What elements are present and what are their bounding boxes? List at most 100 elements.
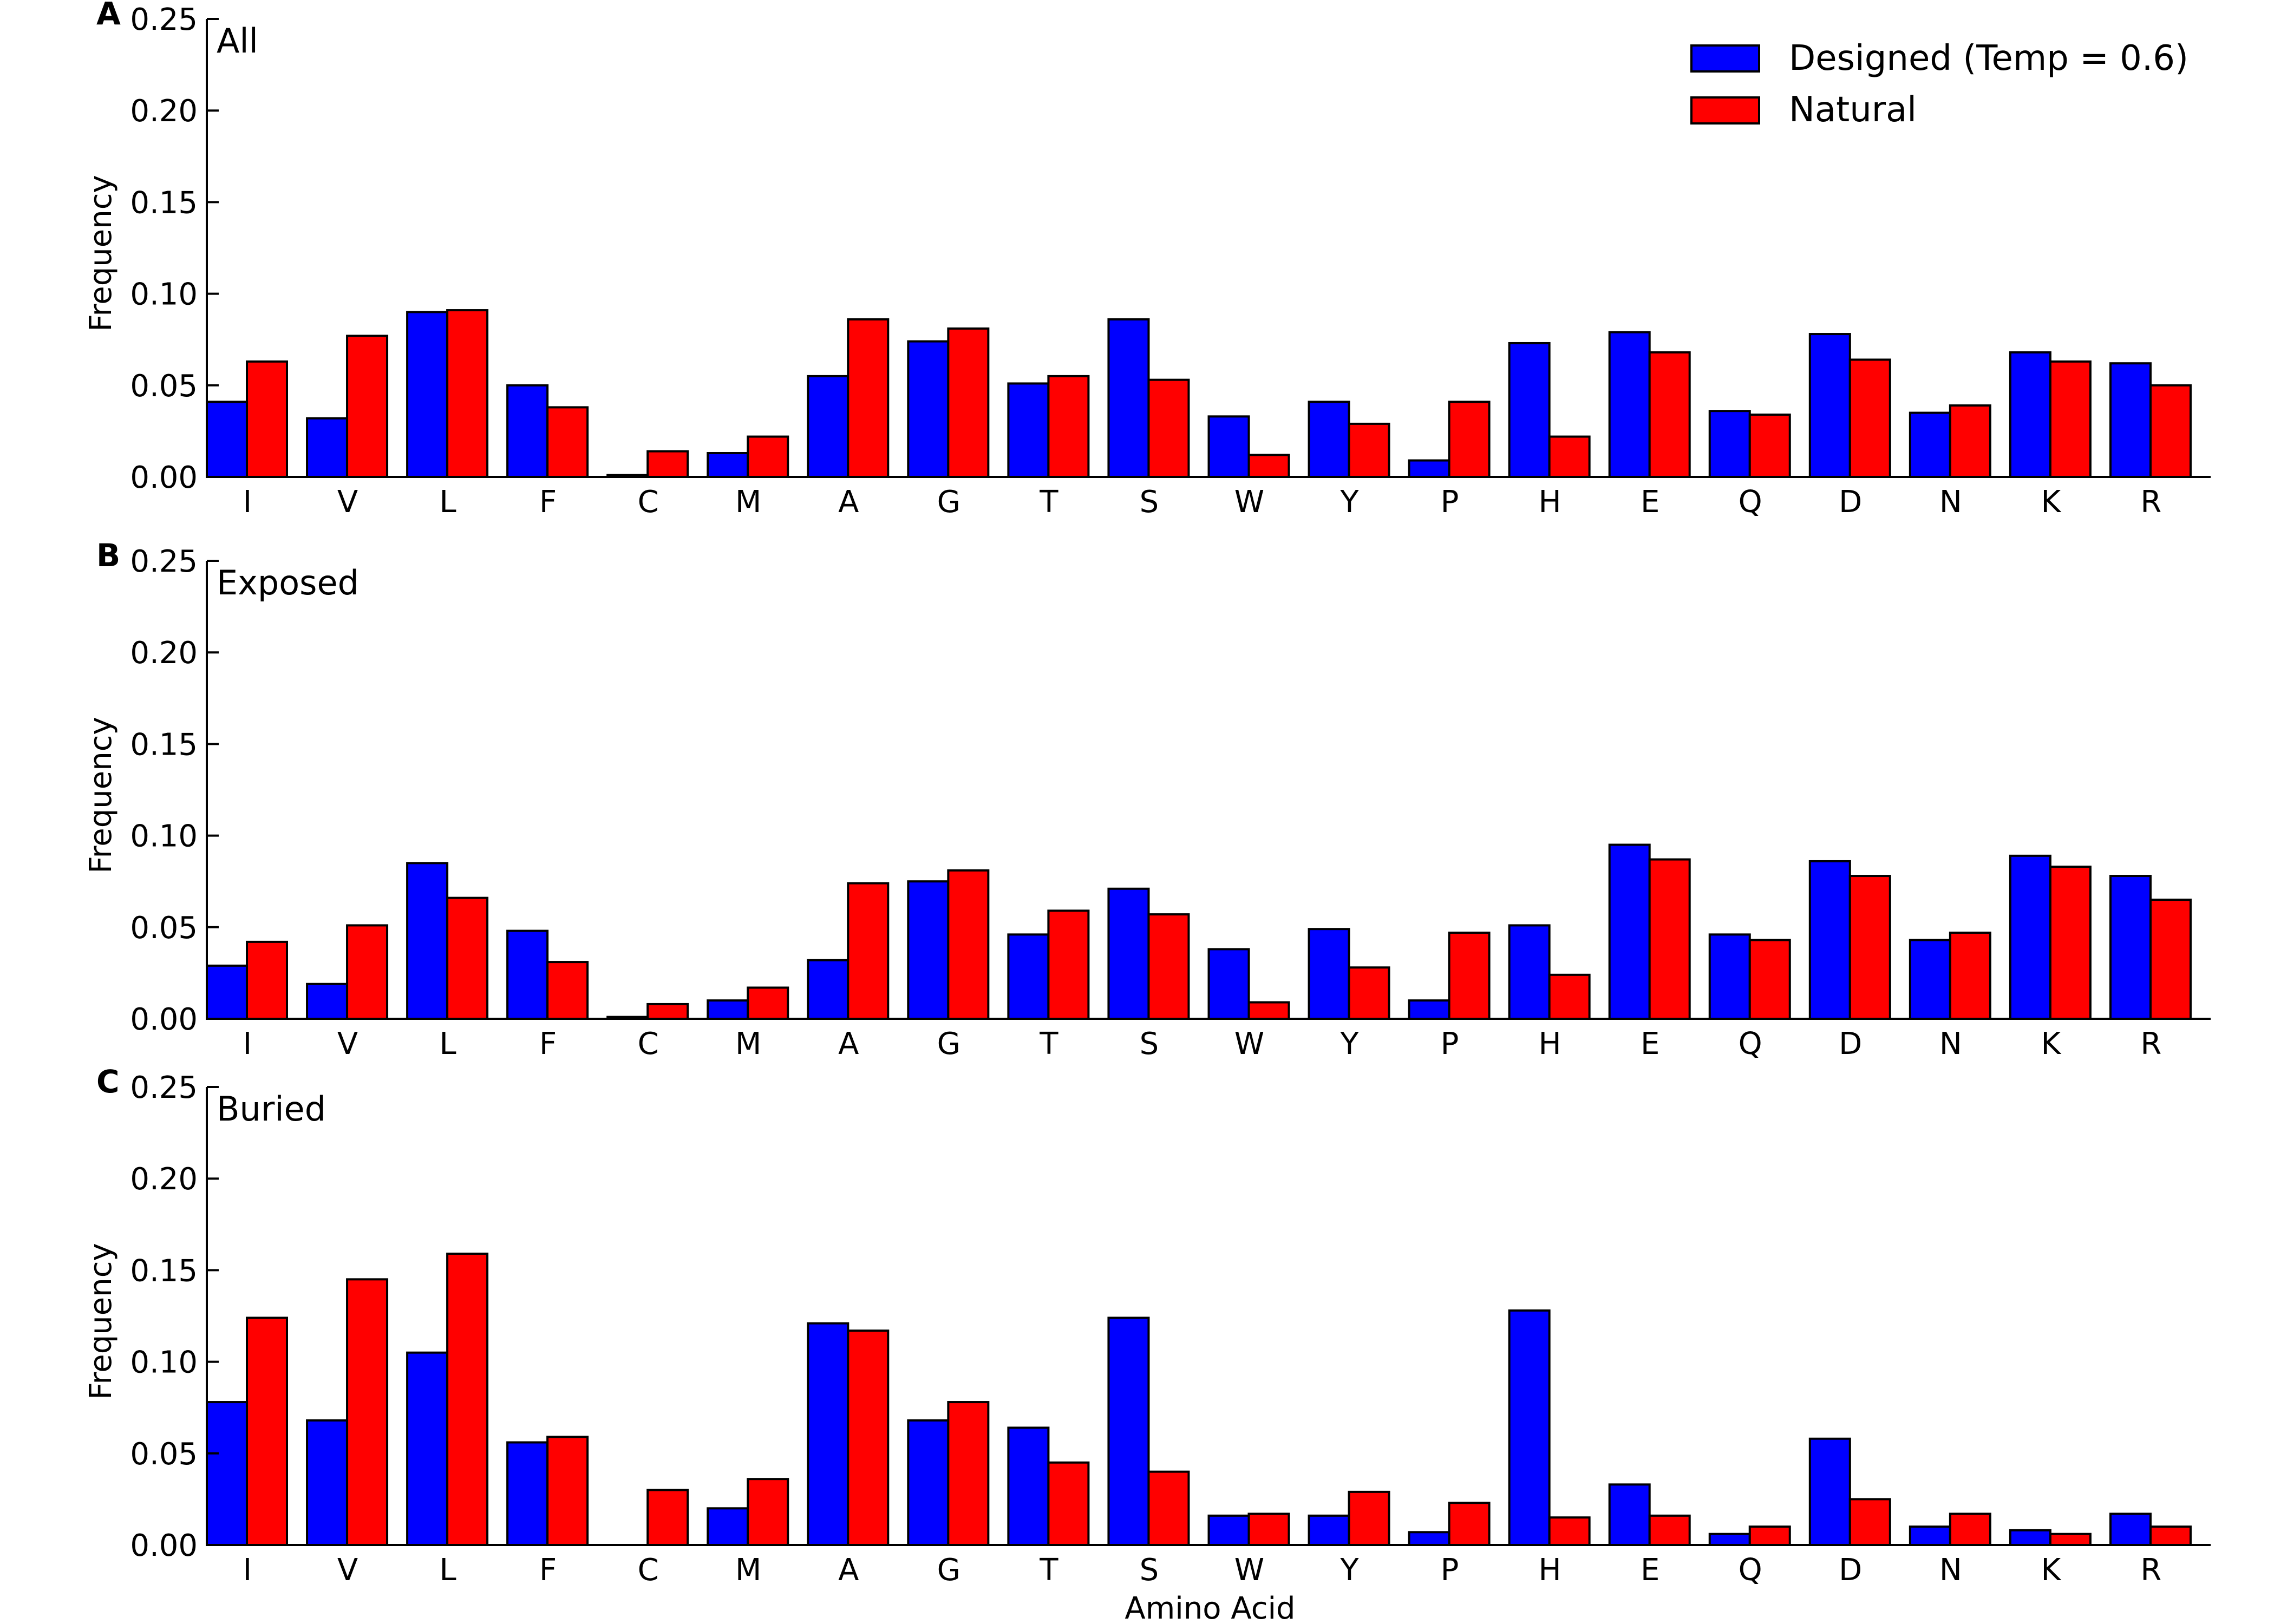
x-tick-label-G: G xyxy=(937,1026,960,1062)
designed-bar-T xyxy=(1007,382,1050,479)
natural-bar-Y xyxy=(1348,1490,1390,1547)
natural-bar-E xyxy=(1648,858,1691,1020)
designed-bar-P xyxy=(1408,999,1450,1020)
x-tick-label-N: N xyxy=(1939,484,1962,520)
designed-bar-K xyxy=(2009,351,2051,478)
natural-bar-K xyxy=(2049,1533,2092,1547)
x-tick-label-T: T xyxy=(1039,1026,1058,1062)
x-tick-label-N: N xyxy=(1939,1553,1962,1588)
designed-bar-F xyxy=(506,1441,549,1547)
x-tick-label-C: C xyxy=(638,1026,659,1062)
y-tick-label: 0.25 xyxy=(130,544,198,579)
designed-bar-N xyxy=(1909,411,1951,478)
x-tick-label-K: K xyxy=(2041,484,2061,520)
panel-title: Exposed xyxy=(217,563,359,603)
designed-bar-R xyxy=(2109,1512,2152,1546)
panel-title: Buried xyxy=(217,1089,326,1129)
designed-bar-A xyxy=(807,959,850,1020)
designed-bar-N xyxy=(1909,939,1951,1020)
y-tick-label: 0.10 xyxy=(130,277,198,312)
x-tick-label-G: G xyxy=(937,484,960,520)
designed-bar-E xyxy=(1608,843,1651,1020)
natural-bar-V xyxy=(346,924,389,1020)
chart-panels: 0.00 0.05 0.10 0.15 0.20 0.25 I V L F C M A G T S W Y P H E Q… xyxy=(83,0,2211,1588)
x-tick-label-E: E xyxy=(1641,484,1659,520)
designed-bar-T xyxy=(1007,933,1050,1020)
natural-bar-G xyxy=(947,869,990,1020)
x-tick-label-W: W xyxy=(1234,1026,1264,1062)
designed-bar-F xyxy=(506,929,549,1020)
x-tick-label-Q: Q xyxy=(1739,1026,1762,1062)
legend-label-designed: Designed (Temp = 0.6) xyxy=(1789,38,2188,78)
designed-bar-H xyxy=(1508,924,1551,1020)
x-tick-label-M: M xyxy=(735,484,761,520)
designed-bar-K xyxy=(2009,1529,2051,1546)
natural-bar-W xyxy=(1247,1001,1290,1020)
designed-bar-V xyxy=(306,417,349,478)
designed-bar-I xyxy=(206,964,248,1020)
natural-bar-C xyxy=(646,450,689,479)
natural-bar-P xyxy=(1448,401,1491,478)
panel-letter: A xyxy=(96,0,121,32)
natural-bar-K xyxy=(2049,866,2092,1020)
x-tick-label-Y: Y xyxy=(1339,1026,1359,1062)
panel-letter: B xyxy=(96,537,120,574)
x-tick-label-K: K xyxy=(2041,1026,2061,1062)
natural-bar-P xyxy=(1448,1502,1491,1546)
designed-bar-N xyxy=(1909,1525,1951,1546)
x-tick-label-W: W xyxy=(1234,1553,1264,1588)
x-tick-label-T: T xyxy=(1039,484,1058,520)
natural-bar-M xyxy=(747,1478,789,1547)
x-tick-label-F: F xyxy=(539,484,557,520)
x-axis-label: Amino Acid xyxy=(1125,1591,1295,1624)
designed-bar-L xyxy=(406,1351,449,1546)
x-tick-label-Y: Y xyxy=(1339,484,1359,520)
y-tick-label: 0.05 xyxy=(130,911,198,946)
designed-bar-W xyxy=(1207,1514,1250,1546)
designed-bar-K xyxy=(2009,854,2051,1020)
y-tick-label: 0.10 xyxy=(130,1345,198,1380)
x-tick-label-L: L xyxy=(439,484,456,520)
x-tick-label-Q: Q xyxy=(1739,1553,1762,1588)
natural-bar-L xyxy=(446,309,489,479)
x-tick-label-Y: Y xyxy=(1339,1553,1359,1588)
y-axis-label: Frequency xyxy=(83,717,119,873)
natural-bar-K xyxy=(2049,360,2092,478)
x-tick-label-I: I xyxy=(243,1026,252,1062)
natural-bar-Q xyxy=(1748,1525,1791,1546)
designed-bar-V xyxy=(306,983,349,1020)
y-tick-label: 0.25 xyxy=(130,2,198,37)
natural-bar-P xyxy=(1448,931,1491,1020)
natural-bar-F xyxy=(546,1436,589,1546)
natural-bar-A xyxy=(847,318,890,478)
y-axis-label: Frequency xyxy=(83,1243,119,1399)
legend-swatch-designed xyxy=(1690,44,1760,73)
designed-bar-L xyxy=(406,311,449,478)
natural-bar-H xyxy=(1548,435,1591,478)
designed-bar-W xyxy=(1207,415,1250,478)
x-tick-label-D: D xyxy=(1839,1026,1862,1062)
natural-bar-E xyxy=(1648,351,1691,478)
x-tick-label-G: G xyxy=(937,1553,960,1588)
y-tick-label: 0.15 xyxy=(130,1253,198,1288)
x-tick-label-S: S xyxy=(1140,1026,1159,1062)
designed-bar-Q xyxy=(1708,410,1751,479)
natural-bar-S xyxy=(1147,913,1190,1020)
x-tick-label-R: R xyxy=(2140,1553,2161,1588)
natural-bar-T xyxy=(1047,1461,1090,1546)
x-tick-label-S: S xyxy=(1140,1553,1159,1588)
x-tick-label-A: A xyxy=(838,1026,859,1062)
x-tick-label-I: I xyxy=(243,1553,252,1588)
natural-bar-W xyxy=(1247,1512,1290,1546)
designed-bar-Q xyxy=(1708,1533,1751,1547)
designed-bar-Q xyxy=(1708,933,1751,1020)
natural-bar-Q xyxy=(1748,413,1791,478)
x-tick-label-N: N xyxy=(1939,1026,1962,1062)
x-tick-label-E: E xyxy=(1641,1026,1659,1062)
x-tick-label-C: C xyxy=(638,1553,659,1588)
y-tick-label: 0.15 xyxy=(130,727,198,762)
designed-bar-V xyxy=(306,1419,349,1546)
chart-panel-B: 0.00 0.05 0.10 0.15 0.20 0.25 I V L F C M A G T S W Y P H E Q… xyxy=(83,537,2211,1062)
y-tick-label: 0.20 xyxy=(130,1162,198,1197)
x-tick-label-Q: Q xyxy=(1739,484,1762,520)
